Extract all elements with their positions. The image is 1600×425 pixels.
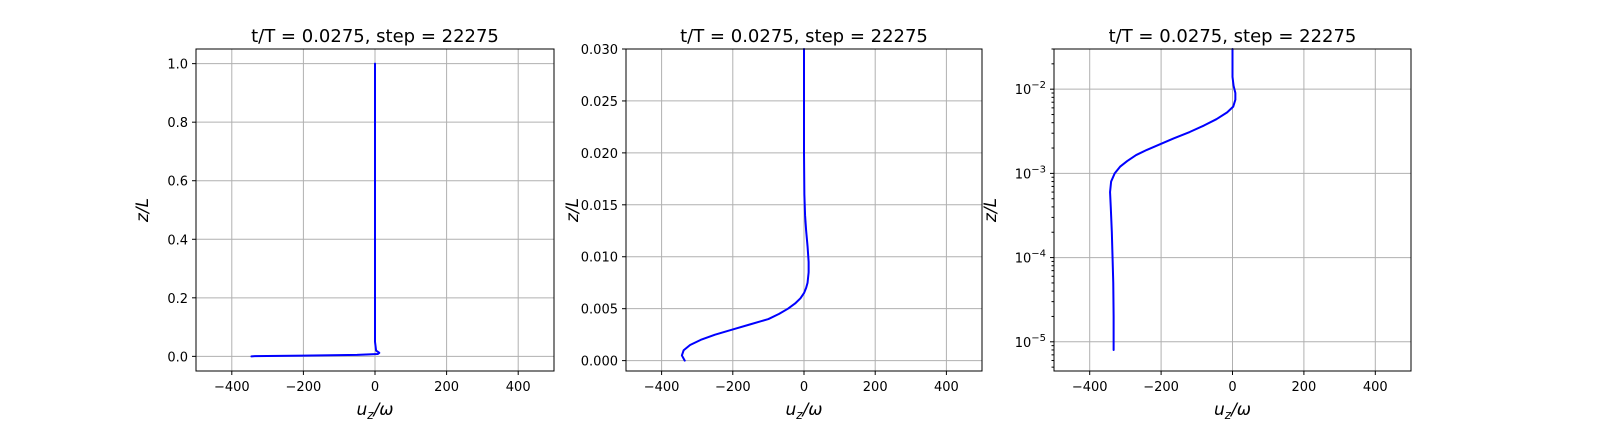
x-tick-label: 200 [1291, 380, 1316, 395]
y-tick-label: 0.010 [581, 251, 618, 266]
chart-panel-2: −400 −200 0 200 400 0.000 0.005 0.010 0.015 0.020… [563, 26, 983, 422]
y-tick-label: 0.030 [581, 43, 618, 58]
y-tick-label: 10−2 [1015, 80, 1046, 98]
y-tick-label: 10−5 [1015, 333, 1046, 351]
y-tick-label: 0.025 [581, 95, 618, 110]
series-line-1 [680, 48, 810, 362]
series-line-1 [250, 62, 381, 358]
x-axis-label: uz/ω [1214, 400, 1251, 422]
y-tick-label: 1.0 [167, 58, 188, 73]
y-tick-label: 0.015 [581, 199, 618, 214]
x-tick-label: −400 [1072, 380, 1108, 395]
x-tick-label: 0 [371, 380, 379, 395]
x-tick-label: 400 [1363, 380, 1388, 395]
x-axis-label: uz/ω [785, 400, 822, 422]
x-tick-label: 200 [863, 380, 888, 395]
x-tick-label: 0 [1228, 380, 1236, 395]
y-tick-label: 0.005 [581, 303, 618, 318]
chart-title: t/T = 0.0275, step = 22275 [1109, 26, 1357, 47]
x-tick-label: 200 [434, 380, 459, 395]
y-tick-label: 0.6 [167, 175, 188, 190]
y-axis-label: z/L [981, 198, 1001, 223]
y-tick-label: 10−3 [1015, 164, 1046, 182]
x-axis-label: uz/ω [356, 400, 393, 422]
chart-title: t/T = 0.0275, step = 22275 [680, 26, 928, 47]
chart-panel-3: −400 −200 0 200 400 10−5 10−4 10−3 10−2 t/T = 0.0… [981, 26, 1412, 422]
x-tick-label: −200 [1143, 380, 1179, 395]
y-tick-label: 0.020 [581, 147, 618, 162]
y-axis-label: z/L [133, 198, 153, 223]
x-tick-label: −200 [286, 380, 322, 395]
series-line-1 [1109, 48, 1237, 351]
x-tick-label: 0 [800, 380, 808, 395]
y-tick-label: 0.8 [167, 116, 188, 131]
y-tick-label: 0.2 [167, 292, 188, 307]
x-tick-label: −400 [214, 380, 250, 395]
y-axis-label: z/L [563, 198, 583, 223]
x-tick-label: 400 [934, 380, 959, 395]
chart-title: t/T = 0.0275, step = 22275 [251, 26, 499, 47]
x-tick-label: 400 [506, 380, 531, 395]
x-tick-label: −200 [715, 380, 751, 395]
y-tick-label: 0.4 [167, 233, 188, 248]
x-tick-label: −400 [644, 380, 680, 395]
y-tick-label: 10−4 [1015, 249, 1046, 267]
y-tick-label: 0.000 [581, 355, 618, 370]
y-tick-label: 0.0 [167, 350, 188, 365]
chart-panel-1: −400 −200 0 200 400 0.0 0.2 0.4 0.6 0.8 1.0 t/T = 0… [133, 26, 555, 422]
